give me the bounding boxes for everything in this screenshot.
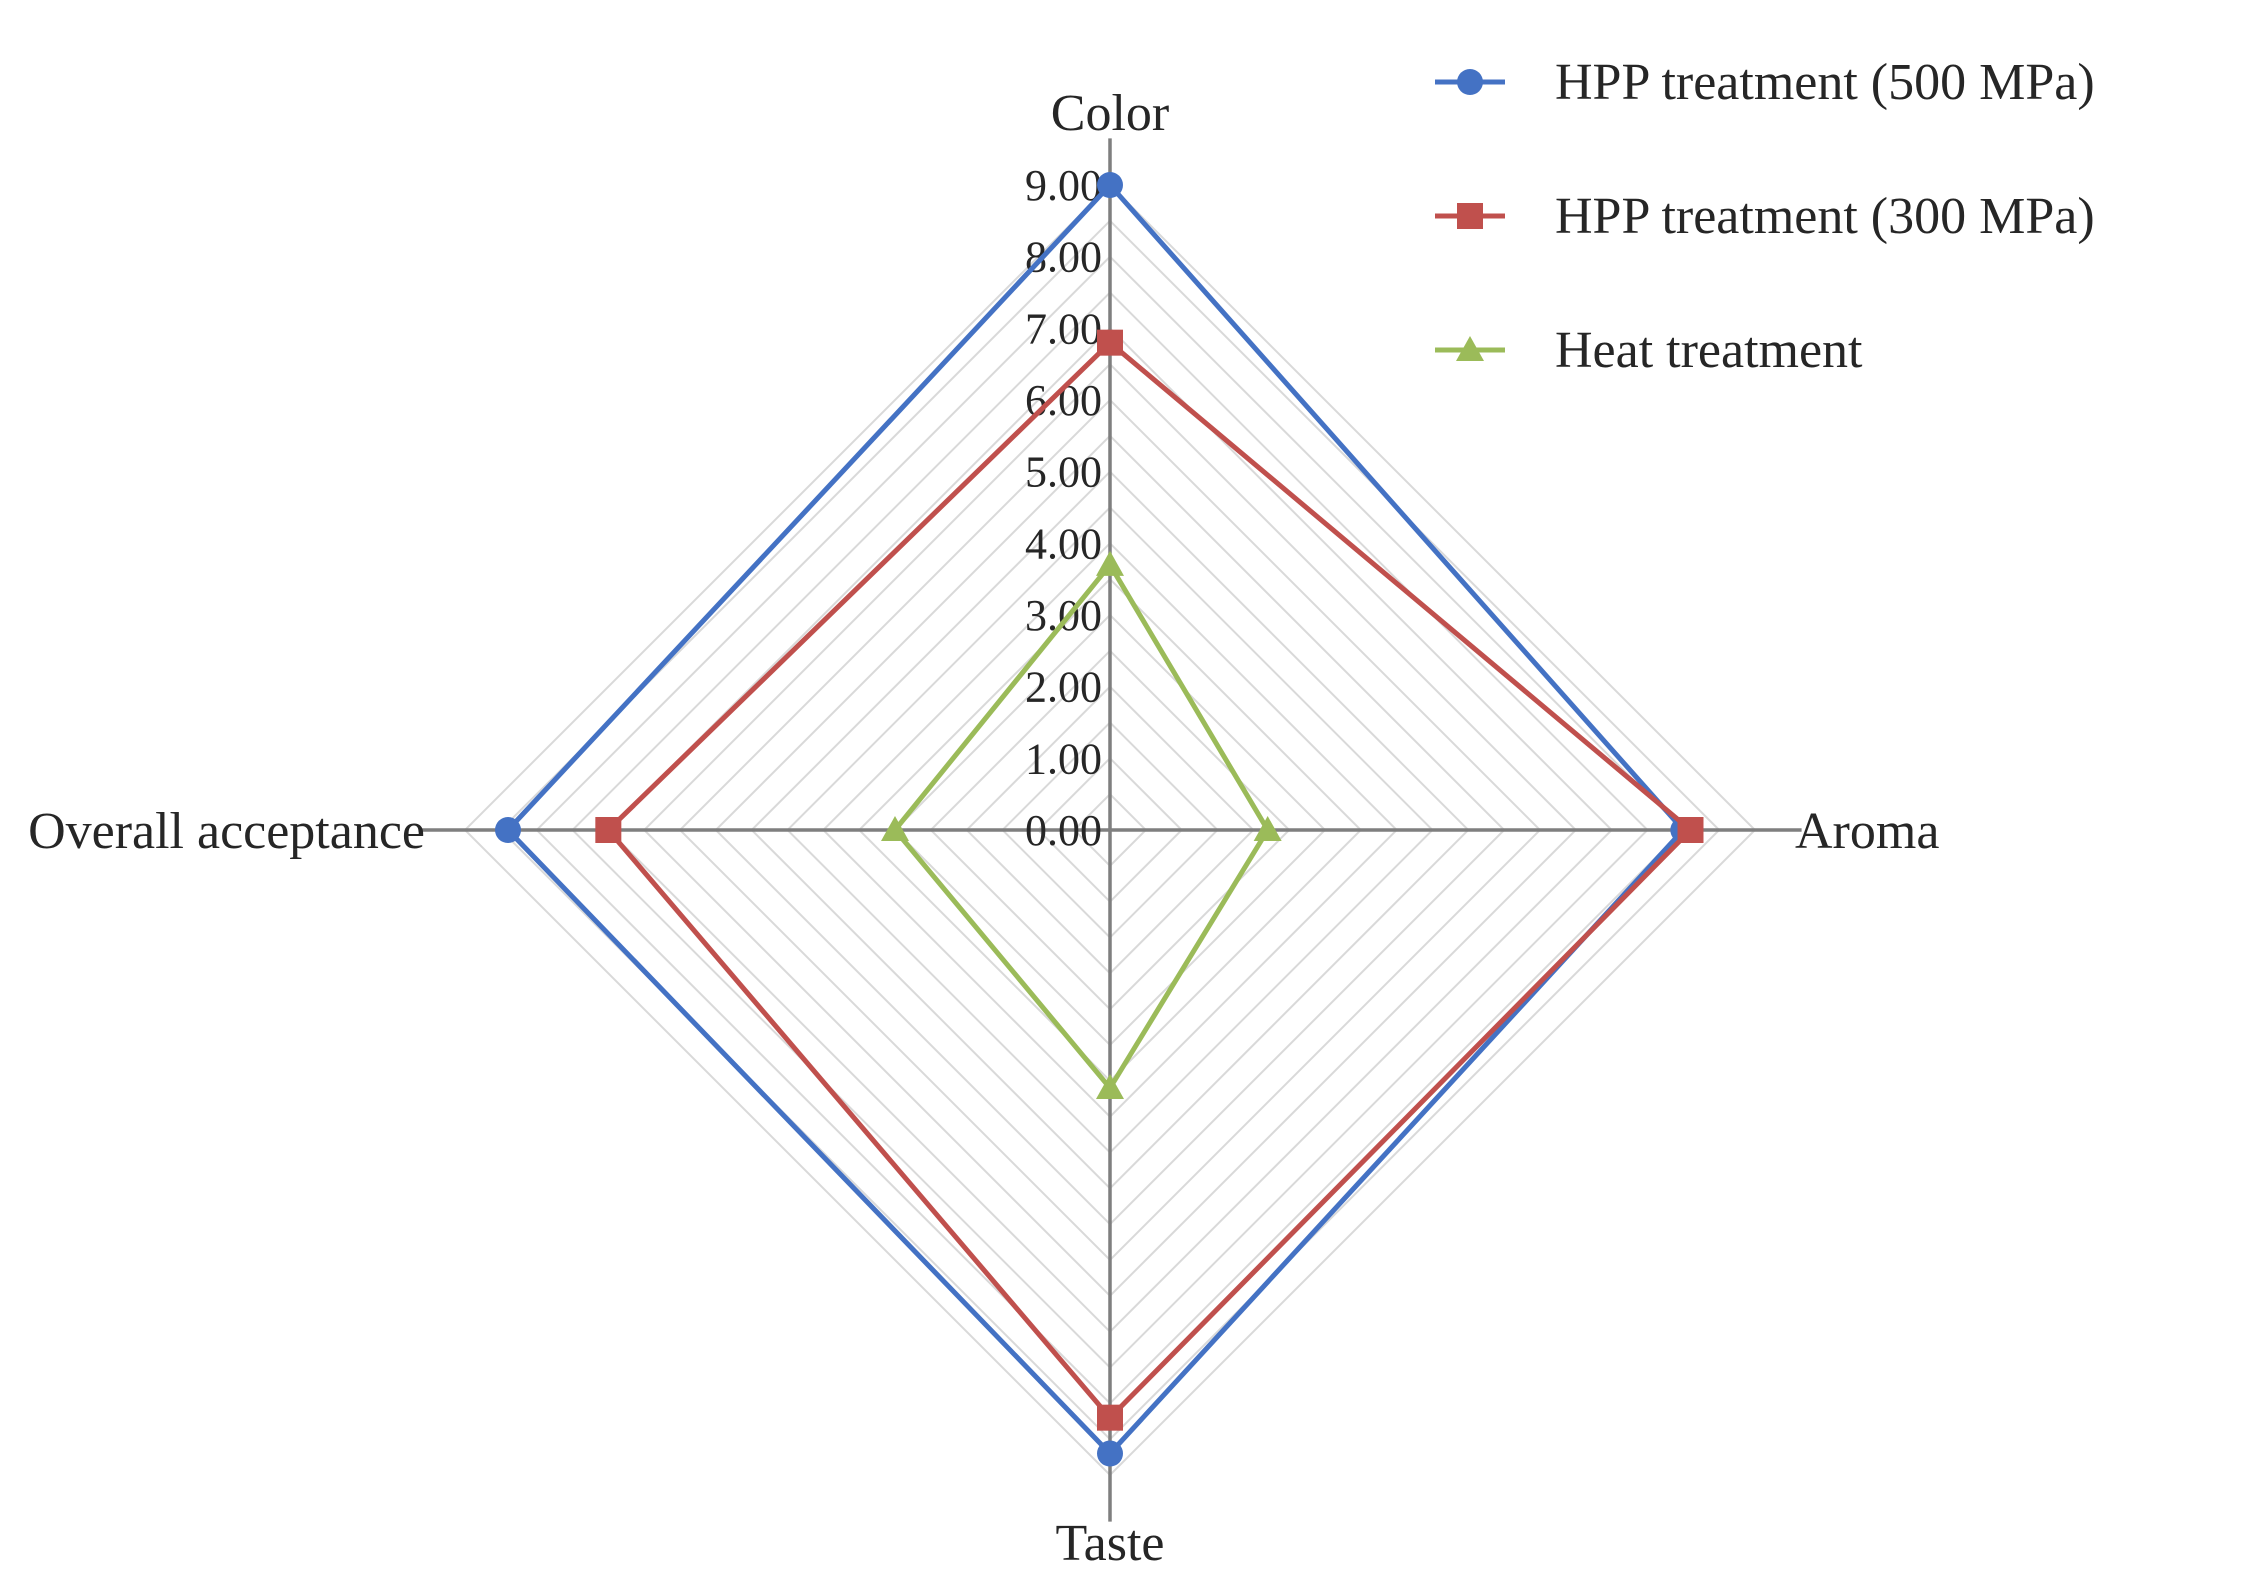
- legend-marker: [1456, 336, 1484, 361]
- legend-marker: [1457, 203, 1483, 229]
- data-point-color: [1097, 329, 1123, 356]
- data-point-aroma: [1677, 817, 1704, 843]
- data-point-aroma: [1253, 816, 1282, 841]
- tick-label: 2.00: [1025, 663, 1102, 712]
- legend-label: HPP treatment (500 MPa): [1555, 54, 2095, 111]
- tick-label: 1.00: [1025, 734, 1102, 783]
- tick-label: 4.00: [1025, 519, 1102, 568]
- legend-label: Heat treatment: [1555, 322, 1863, 379]
- data-point-taste: [1097, 1404, 1123, 1431]
- legend-item-hpp-treatment-300-mpa: HPP treatment (300 MPa): [1435, 188, 2095, 245]
- data-point-color: [1097, 172, 1123, 198]
- data-point-taste: [1096, 1074, 1124, 1099]
- radial-tick-labels: 0.00 1.00 2.00 3.00 4.00 5.00 6.00 7.00 8.00 9.00: [1025, 161, 1102, 855]
- series-heat-treatment: [881, 550, 1282, 1099]
- category-labels: Color Aroma Taste Overall acceptance: [28, 85, 1939, 1572]
- data-point-color: [1096, 550, 1124, 576]
- legend-item-hpp-treatment-500-mpa: HPP treatment (500 MPa): [1435, 54, 2095, 111]
- category-label-color: Color: [1051, 85, 1169, 142]
- category-label-taste: Taste: [1056, 1515, 1165, 1572]
- radar-series: [495, 172, 1704, 1467]
- legend-label: HPP treatment (300 MPa): [1555, 188, 2095, 245]
- tick-label: 3.00: [1025, 591, 1102, 640]
- tick-label: 6.00: [1025, 376, 1102, 425]
- data-point-overall-acceptance: [595, 817, 622, 843]
- legend-item-heat-treatment: Heat treatment: [1435, 322, 1863, 379]
- tick-label: 7.00: [1025, 304, 1102, 353]
- legend: HPP treatment (500 MPa) HPP treatment (30…: [1435, 54, 2095, 379]
- tick-label: 8.00: [1025, 233, 1102, 282]
- tick-label: 5.00: [1025, 448, 1102, 497]
- data-point-overall-acceptance: [495, 817, 521, 843]
- tick-label: 0.00: [1025, 806, 1102, 855]
- tick-label: 9.00: [1025, 161, 1102, 210]
- data-point-overall-acceptance: [881, 816, 909, 841]
- series-hpp-treatment-300-mpa: [595, 329, 1704, 1431]
- data-point-taste: [1097, 1440, 1123, 1467]
- category-label-aroma: Aroma: [1795, 803, 1939, 860]
- category-label-overall-acceptance: Overall acceptance: [28, 803, 425, 860]
- legend-marker: [1457, 69, 1483, 95]
